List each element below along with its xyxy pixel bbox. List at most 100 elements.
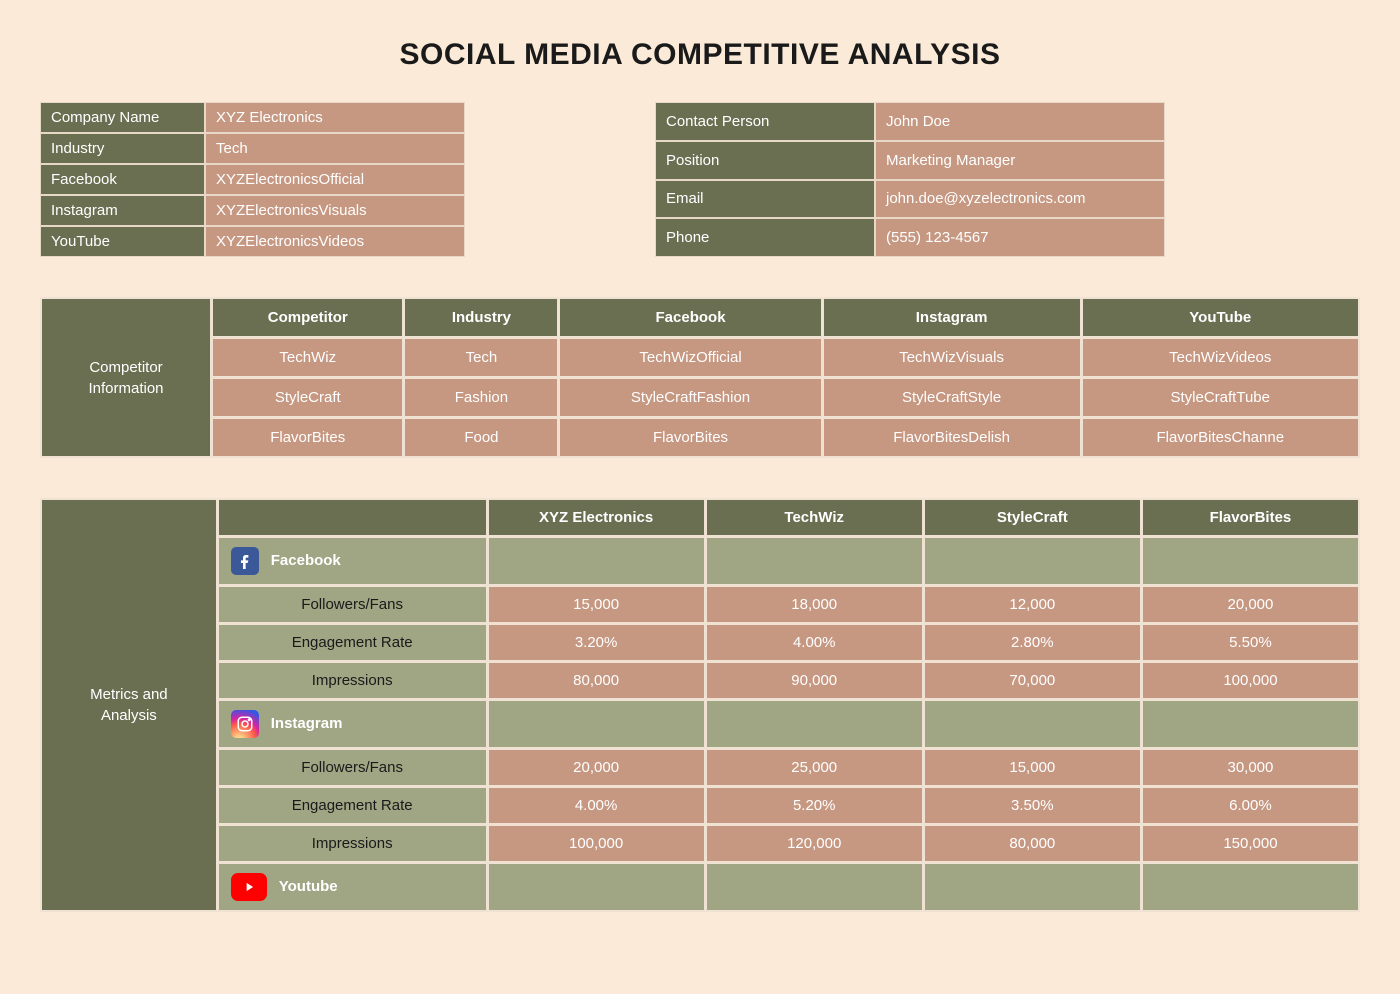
table-row: PositionMarketing Manager: [655, 141, 1165, 180]
metric-value: 15,000: [488, 586, 705, 623]
metric-value: 3.50%: [924, 787, 1141, 824]
metric-value: 100,000: [1142, 662, 1359, 699]
metric-value: 20,000: [488, 749, 705, 786]
info-key: Instagram: [40, 195, 205, 226]
metric-value: 4.00%: [706, 624, 923, 661]
data-cell: TechWizVisuals: [823, 338, 1081, 377]
metric-value: 80,000: [488, 662, 705, 699]
company-info-table: Company NameXYZ ElectronicsIndustryTechF…: [40, 102, 465, 257]
metric-name: Followers/Fans: [218, 749, 487, 786]
data-cell: FlavorBites: [559, 418, 821, 457]
column-header: TechWiz: [706, 499, 923, 536]
data-cell: Tech: [404, 338, 558, 377]
table-row: Company NameXYZ Electronics: [40, 102, 465, 133]
info-value: XYZ Electronics: [205, 102, 465, 133]
info-key: Company Name: [40, 102, 205, 133]
column-header: XYZ Electronics: [488, 499, 705, 536]
metric-value: 80,000: [924, 825, 1141, 862]
platform-name: Facebook: [271, 552, 341, 569]
metric-value: 6.00%: [1142, 787, 1359, 824]
data-cell: Fashion: [404, 378, 558, 417]
facebook-icon: [231, 547, 259, 575]
table-row: IndustryTech: [40, 133, 465, 164]
column-header: Industry: [404, 298, 558, 337]
metric-row: Engagement Rate4.00%5.20%3.50%6.00%: [41, 787, 1359, 824]
info-value: (555) 123-4567: [875, 218, 1165, 257]
metric-name: Engagement Rate: [218, 624, 487, 661]
metric-value: 3.20%: [488, 624, 705, 661]
info-key: YouTube: [40, 226, 205, 257]
metric-name: Engagement Rate: [218, 787, 487, 824]
platform-label: Facebook: [218, 537, 487, 585]
info-value: XYZElectronicsVisuals: [205, 195, 465, 226]
metric-name: Impressions: [218, 825, 487, 862]
data-cell: StyleCraftFashion: [559, 378, 821, 417]
info-value: XYZElectronicsOfficial: [205, 164, 465, 195]
column-header: Instagram: [823, 298, 1081, 337]
info-key: Phone: [655, 218, 875, 257]
competitor-table: CompetitorInformationCompetitorIndustryF…: [40, 297, 1360, 458]
metric-value: 4.00%: [488, 787, 705, 824]
table-row: StyleCraftFashionStyleCraftFashionStyleC…: [41, 378, 1359, 417]
metric-value: 100,000: [488, 825, 705, 862]
section-label-metrics: Metrics andAnalysis: [41, 499, 217, 911]
data-cell: TechWizOfficial: [559, 338, 821, 377]
data-cell: FlavorBites: [212, 418, 403, 457]
table-row: Contact PersonJohn Doe: [655, 102, 1165, 141]
metric-value: 25,000: [706, 749, 923, 786]
info-value: XYZElectronicsVideos: [205, 226, 465, 257]
info-key: Contact Person: [655, 102, 875, 141]
metric-value: 90,000: [706, 662, 923, 699]
metric-value: 5.50%: [1142, 624, 1359, 661]
metric-row: Impressions100,000120,00080,000150,000: [41, 825, 1359, 862]
data-cell: Food: [404, 418, 558, 457]
page-title: SOCIAL MEDIA COMPETITIVE ANALYSIS: [40, 38, 1360, 72]
data-cell: TechWiz: [212, 338, 403, 377]
platform-row: Instagram: [41, 700, 1359, 748]
metric-name: Impressions: [218, 662, 487, 699]
table-row: YouTubeXYZElectronicsVideos: [40, 226, 465, 257]
column-header: Facebook: [559, 298, 821, 337]
table-row: Emailjohn.doe@xyzelectronics.com: [655, 180, 1165, 219]
metric-row: Followers/Fans15,00018,00012,00020,000: [41, 586, 1359, 623]
data-cell: FlavorBitesDelish: [823, 418, 1081, 457]
metric-value: 12,000: [924, 586, 1141, 623]
platform-label: Youtube: [218, 863, 487, 911]
table-row: FlavorBitesFoodFlavorBitesFlavorBitesDel…: [41, 418, 1359, 457]
metric-value: 20,000: [1142, 586, 1359, 623]
platform-row: Facebook: [41, 537, 1359, 585]
column-header: FlavorBites: [1142, 499, 1359, 536]
info-value: John Doe: [875, 102, 1165, 141]
section-label-competitor: CompetitorInformation: [41, 298, 211, 457]
table-row: TechWizTechTechWizOfficialTechWizVisuals…: [41, 338, 1359, 377]
table-row: FacebookXYZElectronicsOfficial: [40, 164, 465, 195]
column-header: StyleCraft: [924, 499, 1141, 536]
platform-label: Instagram: [218, 700, 487, 748]
metric-value: 150,000: [1142, 825, 1359, 862]
data-cell: TechWizVideos: [1082, 338, 1359, 377]
table-row: InstagramXYZElectronicsVisuals: [40, 195, 465, 226]
platform-row: Youtube: [41, 863, 1359, 911]
metric-value: 18,000: [706, 586, 923, 623]
metric-row: Followers/Fans20,00025,00015,00030,000: [41, 749, 1359, 786]
data-cell: StyleCraftTube: [1082, 378, 1359, 417]
data-cell: FlavorBitesChanne: [1082, 418, 1359, 457]
info-key: Position: [655, 141, 875, 180]
youtube-icon: [231, 873, 267, 901]
metric-value: 15,000: [924, 749, 1141, 786]
metric-value: 5.20%: [706, 787, 923, 824]
column-header: Competitor: [212, 298, 403, 337]
info-value: Tech: [205, 133, 465, 164]
info-row: Company NameXYZ ElectronicsIndustryTechF…: [40, 102, 1360, 257]
metric-value: 30,000: [1142, 749, 1359, 786]
info-key: Industry: [40, 133, 205, 164]
table-row: Phone(555) 123-4567: [655, 218, 1165, 257]
metric-name: Followers/Fans: [218, 586, 487, 623]
info-value: john.doe@xyzelectronics.com: [875, 180, 1165, 219]
column-header: YouTube: [1082, 298, 1359, 337]
platform-name: Instagram: [271, 715, 343, 732]
metric-row: Engagement Rate3.20%4.00%2.80%5.50%: [41, 624, 1359, 661]
metrics-table: Metrics andAnalysis XYZ ElectronicsTechWi…: [40, 498, 1360, 912]
metric-value: 120,000: [706, 825, 923, 862]
contact-info-table: Contact PersonJohn DoePositionMarketing …: [655, 102, 1165, 257]
